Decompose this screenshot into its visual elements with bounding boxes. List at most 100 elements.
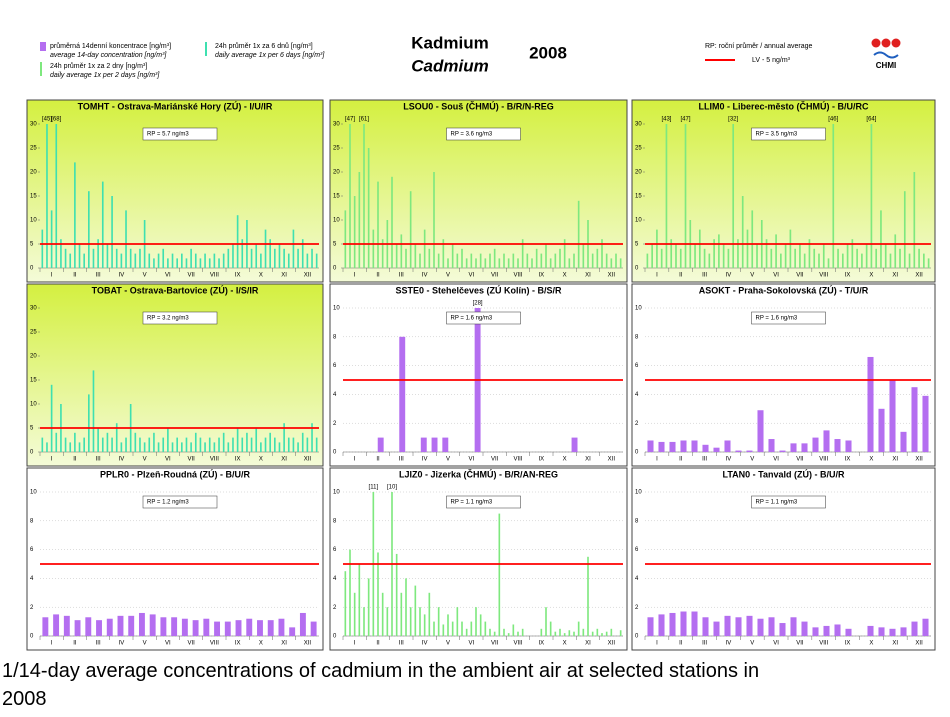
bar xyxy=(157,442,160,452)
bar xyxy=(203,618,210,636)
x-tick-label: VII xyxy=(491,457,499,463)
x-tick-label: V xyxy=(750,273,754,279)
bar xyxy=(92,370,95,452)
bar xyxy=(85,617,92,636)
bar xyxy=(845,440,852,452)
bar xyxy=(884,244,887,268)
x-tick-label: X xyxy=(563,273,567,279)
bar xyxy=(50,384,53,452)
bar xyxy=(260,253,262,268)
bar xyxy=(605,253,608,268)
bar xyxy=(106,618,113,636)
bar xyxy=(46,442,48,452)
bar xyxy=(157,253,160,268)
value-label: [10] xyxy=(387,485,397,491)
bar xyxy=(867,356,874,452)
bar xyxy=(106,432,109,452)
x-tick-label: VIII xyxy=(819,273,828,279)
rp-note: RP: roční průměr / annual average xyxy=(705,42,812,50)
x-tick-label: XII xyxy=(608,457,616,463)
bar xyxy=(289,627,296,636)
bar xyxy=(162,248,165,268)
bar xyxy=(675,244,677,268)
x-tick-label: X xyxy=(563,641,567,647)
bar xyxy=(615,253,617,268)
bar xyxy=(311,248,313,268)
bar xyxy=(823,625,830,636)
bar xyxy=(503,628,505,636)
bar xyxy=(535,248,538,268)
bar xyxy=(255,428,258,452)
bar xyxy=(69,253,72,268)
bar xyxy=(746,229,749,268)
annotation: RP = 3.5 ng/m3 xyxy=(756,132,798,138)
bar xyxy=(713,447,720,452)
bar xyxy=(923,253,925,268)
bar xyxy=(433,172,435,268)
bar xyxy=(559,248,561,268)
y-tick-label: 25 xyxy=(30,330,37,336)
bar xyxy=(737,239,739,268)
bar xyxy=(41,437,44,452)
value-label: [64] xyxy=(866,117,876,123)
y-tick-label: 5 xyxy=(30,242,34,248)
bar xyxy=(181,442,183,452)
bar xyxy=(235,620,242,636)
x-tick-label: VI xyxy=(773,641,779,647)
bar xyxy=(889,253,892,268)
x-tick-label: II xyxy=(73,273,77,279)
x-tick-label: I xyxy=(656,641,658,647)
x-tick-label: IX xyxy=(235,273,241,279)
y-tick-label: 0 xyxy=(635,450,639,456)
annotation-box xyxy=(446,127,521,141)
panel-frame xyxy=(631,467,936,651)
x-tick-label: VI xyxy=(468,273,474,279)
bar xyxy=(900,431,907,452)
bar xyxy=(722,244,725,268)
x-tick-label: IX xyxy=(845,457,851,463)
annotation-box xyxy=(751,311,826,325)
bar xyxy=(918,248,920,268)
bar xyxy=(503,253,505,268)
bar xyxy=(267,620,274,636)
x-tick-label: X xyxy=(869,273,873,279)
bar xyxy=(789,229,792,268)
bar xyxy=(125,437,127,452)
bar xyxy=(120,442,123,452)
x-tick-label: VII xyxy=(796,641,804,647)
bar xyxy=(117,615,124,636)
y-tick-label: 20 xyxy=(635,170,642,176)
bar xyxy=(702,444,709,452)
bar xyxy=(568,630,571,636)
y-tick-label: 10 xyxy=(30,490,37,496)
bar xyxy=(213,442,216,452)
bar xyxy=(889,628,896,636)
x-tick-label: V xyxy=(143,273,147,279)
bar xyxy=(461,248,463,268)
y-tick-label: 10 xyxy=(333,218,340,224)
x-tick-label: I xyxy=(354,273,356,279)
bar xyxy=(367,148,370,268)
x-tick-label: II xyxy=(376,641,380,647)
bar xyxy=(875,248,878,268)
bar xyxy=(409,191,412,268)
annotation: RP = 1.1 ng/m3 xyxy=(756,500,798,506)
bar xyxy=(208,258,211,268)
bar xyxy=(190,248,192,268)
bar xyxy=(669,441,676,452)
bar xyxy=(610,628,613,636)
bar xyxy=(167,258,169,268)
panel: LSOU0 - Souš (ČHMÚ) - B/R/N-REG 0 5 10 15 20 2… xyxy=(329,99,628,283)
bar xyxy=(870,124,873,268)
x-tick-label: XII xyxy=(304,641,312,647)
y-tick-label: 0 xyxy=(30,634,34,640)
bar xyxy=(176,258,178,268)
x-tick-label: II xyxy=(73,457,77,463)
y-tick-label: 30 xyxy=(333,122,340,128)
bar xyxy=(386,607,389,636)
bar xyxy=(521,628,524,636)
y-tick-label: 0 xyxy=(333,634,337,640)
bar xyxy=(269,239,271,268)
bar xyxy=(208,437,211,452)
